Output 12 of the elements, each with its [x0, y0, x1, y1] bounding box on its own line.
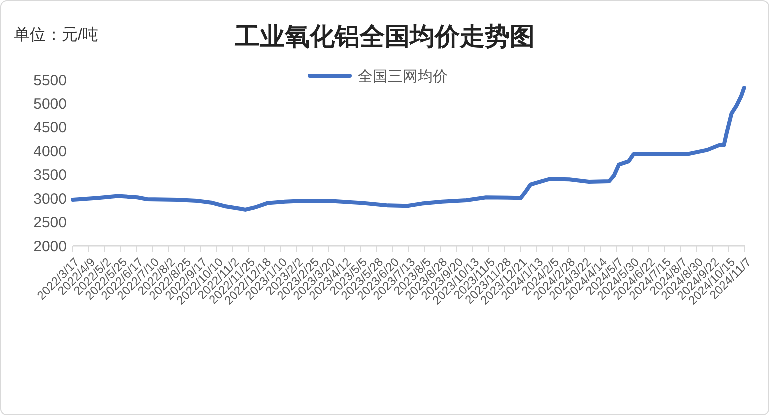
y-axis-title: 单位：元/吨 — [14, 26, 98, 44]
y-tick-label: 3500 — [34, 167, 67, 184]
y-tick-label: 3000 — [34, 190, 67, 208]
y-tick-label: 5500 — [34, 72, 67, 90]
line-series — [71, 86, 746, 212]
y-tick-label: 5000 — [34, 96, 67, 113]
y-tick-label: 4500 — [34, 120, 67, 137]
legend-label: 全国三网均价 — [358, 68, 448, 86]
chart-title: 工业氧化铝全国均价走势图 — [234, 23, 535, 51]
y-tick-label: 2000 — [34, 238, 67, 256]
y-tick-label: 2500 — [34, 214, 67, 232]
y-tick-label: 4000 — [34, 143, 67, 160]
